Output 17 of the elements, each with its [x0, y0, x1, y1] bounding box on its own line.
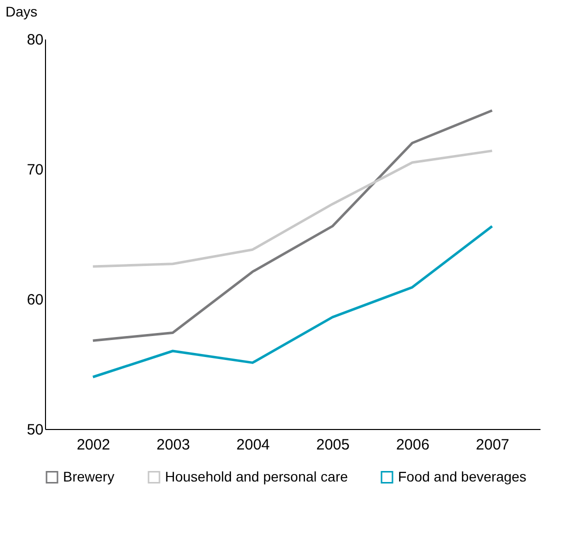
y-tick-label: 70 — [26, 162, 44, 178]
y-tick-label: 50 — [26, 422, 44, 438]
legend-label: Household and personal care — [165, 468, 348, 484]
y-axis-title: Days — [6, 4, 38, 20]
x-tick-label: 2006 — [396, 436, 430, 454]
x-tick-label: 2003 — [156, 436, 190, 454]
line-series — [92, 224, 494, 378]
line-series — [92, 109, 494, 342]
y-tick-label: 60 — [26, 292, 44, 308]
legend-label: Brewery — [63, 468, 114, 484]
x-tick-label: 2004 — [236, 436, 270, 454]
line-series — [92, 150, 494, 268]
x-tick-label: 2007 — [476, 436, 510, 454]
x-tick-label: 2005 — [316, 436, 350, 454]
legend-label: Food and beverages — [398, 468, 526, 484]
x-tick-label: 2002 — [76, 436, 110, 454]
y-tick-label: 80 — [26, 32, 44, 48]
